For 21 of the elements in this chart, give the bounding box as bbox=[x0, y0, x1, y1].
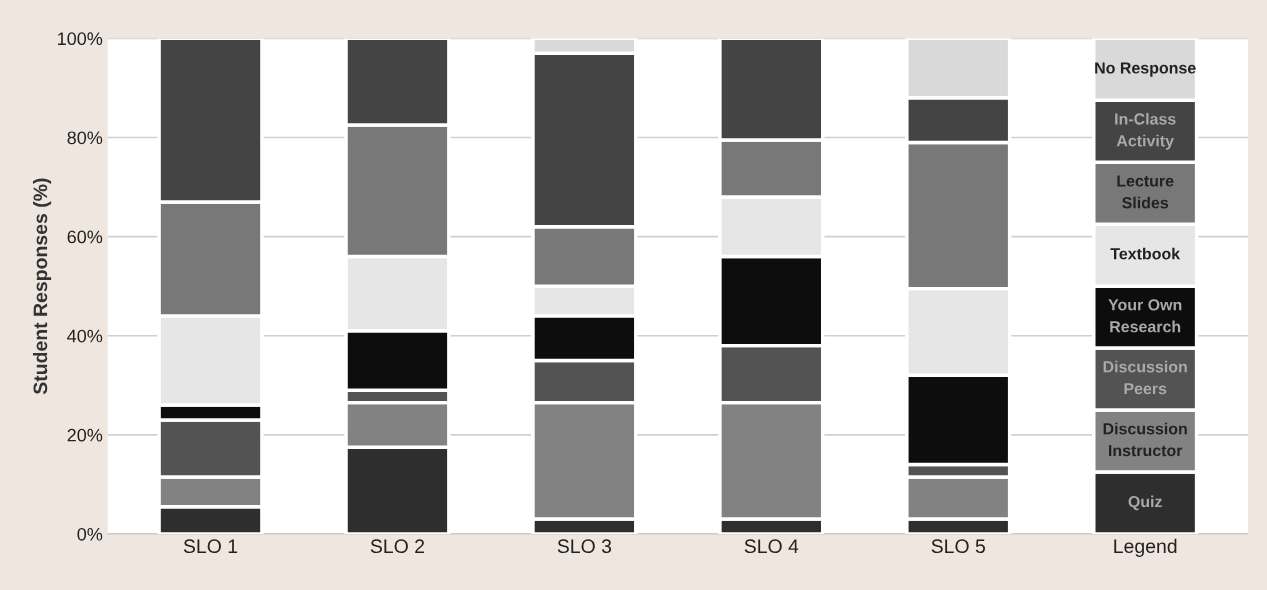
series-label: Discussion Peers bbox=[1103, 360, 1187, 395]
y-axis-title: Student Responses (%) bbox=[32, 178, 52, 395]
series-label: Lecture Slides bbox=[1117, 175, 1174, 209]
x-tick-label: SLO 1 bbox=[183, 539, 238, 554]
x-tick-label: SLO 5 bbox=[931, 539, 985, 554]
x-tick-label: SLO 3 bbox=[557, 539, 612, 554]
y-tick-label: 60% bbox=[67, 230, 103, 244]
y-tick-label: 40% bbox=[67, 329, 103, 343]
y-tick-label: 20% bbox=[67, 428, 103, 442]
y-tick-label: 80% bbox=[67, 131, 103, 145]
series-label: Your Own Research bbox=[1108, 299, 1182, 333]
x-tick-label: Legend bbox=[1114, 538, 1177, 557]
x-tick-label: SLO 4 bbox=[744, 539, 799, 554]
series-label: Discussion Instructor bbox=[1103, 422, 1187, 457]
y-tick-label: 0% bbox=[77, 527, 103, 541]
x-tick-label: SLO 2 bbox=[370, 539, 425, 554]
series-label: In-Class Activity bbox=[1115, 112, 1176, 150]
series-label: Textbook bbox=[1110, 247, 1181, 260]
y-tick-label: 100% bbox=[58, 32, 103, 46]
series-label: No Response bbox=[1095, 62, 1196, 77]
series-label: Quiz bbox=[1128, 495, 1162, 511]
